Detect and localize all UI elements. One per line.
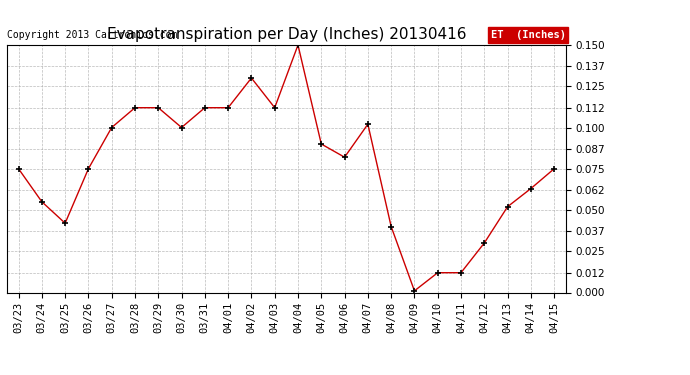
Title: Evapotranspiration per Day (Inches) 20130416: Evapotranspiration per Day (Inches) 2013… xyxy=(106,27,466,42)
Text: ET  (Inches): ET (Inches) xyxy=(491,30,566,40)
Text: Copyright 2013 Cartronics.com: Copyright 2013 Cartronics.com xyxy=(7,30,177,40)
